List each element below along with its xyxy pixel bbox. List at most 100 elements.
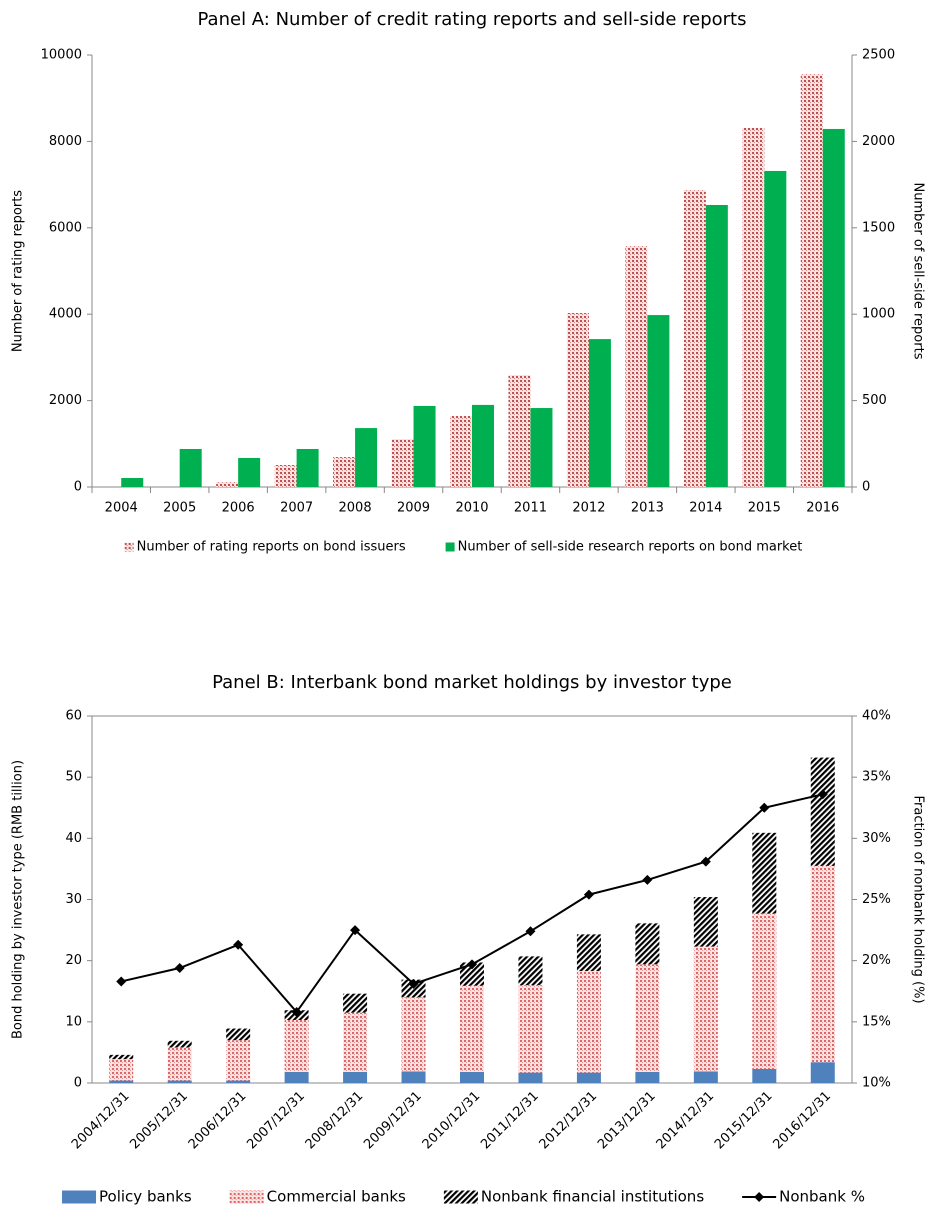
x-tick-label: 2015/12/31 [712,1089,776,1153]
legend-swatch [445,542,455,552]
bar [216,481,239,487]
bar-segment [693,946,718,1072]
point [583,889,594,900]
y-tick-label: 20 [65,953,82,968]
bar [566,312,589,487]
x-tick-label: 2006/12/31 [186,1089,250,1153]
y2-tick-label: 30% [862,831,891,846]
bar-segment [810,757,835,866]
x-tick-label: 2012/12/31 [537,1089,601,1153]
y-tick-label: 10000 [41,48,82,63]
legend-label: Policy banks [99,1188,192,1206]
point [700,856,711,867]
y2-tick-label: 500 [862,393,887,408]
bar [413,405,436,487]
bar-segment [635,964,660,1072]
y-tick-label: 8000 [49,134,82,149]
point [525,926,536,937]
y-tick-label: 10 [65,1014,82,1029]
x-tick-label: 2008 [339,501,372,516]
bar-segment [576,934,601,972]
bar-segment [343,1012,368,1072]
bar-segment [167,1047,192,1081]
x-tick-label: 2011 [514,501,547,516]
bar-segment [693,1071,718,1083]
x-tick-label: 2013 [631,501,664,516]
legend-item: Number of rating reports on bond issuers [124,540,406,555]
legend-item: Nonbank financial institutions [443,1188,704,1206]
point [174,963,185,974]
y-tick-label: 0 [74,1076,82,1091]
point [291,1007,302,1018]
y2-tick-label: 15% [862,1014,891,1029]
bar [121,478,144,487]
x-tick-label: 2010/12/31 [420,1089,484,1153]
chart-title: Panel A: Number of credit rating reports… [198,9,747,30]
legend-item: Policy banks [62,1188,192,1206]
y2-axis-label: Fraction of nonbank holding (%) [911,795,926,1003]
x-tick-label: 2009/12/31 [361,1089,425,1153]
bar [355,428,378,487]
x-tick-label: 2014/12/31 [654,1089,718,1153]
legend-swatch [62,1190,97,1204]
x-tick-label: 2016 [806,501,839,516]
legend-swatch [124,542,134,552]
bar-segment [752,832,777,914]
bar [822,128,845,487]
bar [647,315,670,487]
bar [333,457,356,487]
legend-swatch [229,1190,264,1204]
bar-segment [460,962,484,986]
bar [296,448,319,487]
y2-tick-label: 2000 [862,134,895,149]
legend-item: Number of sell-side research reports on … [445,540,802,555]
chart-title: Panel B: Interbank bond market holdings … [212,672,732,693]
bar-segment [109,1054,134,1060]
bar-segment [810,1062,835,1083]
bar-segment [518,1072,543,1083]
bar-segment [401,997,426,1072]
bar [472,404,494,487]
point [467,959,477,970]
y2-tick-label: 35% [862,770,891,785]
point [350,925,361,936]
x-tick-label: 2004/12/31 [69,1089,133,1153]
bar-segment [752,913,777,1069]
bar-segment [167,1040,192,1048]
x-tick-label: 2011/12/31 [478,1089,542,1153]
bar-segment [460,985,484,1072]
legend-marker [754,1192,765,1202]
bar-segment [284,1071,309,1083]
bar [530,408,553,487]
y-tick-label: 50 [65,770,82,785]
bar [508,374,531,487]
point [759,802,770,813]
y-tick-label: 30 [65,892,82,907]
bar [800,74,823,488]
bar [764,170,787,488]
bar [179,448,202,487]
point [408,978,419,989]
point [116,976,127,987]
bar [588,339,611,487]
legend-label: Number of rating reports on bond issuers [137,540,406,555]
y2-tick-label: 25% [862,892,891,907]
y2-tick-label: 1000 [862,307,895,322]
y2-axis-label: Number of sell-side reports [911,183,926,360]
y-tick-label: 0 [74,480,82,495]
y-tick-label: 6000 [49,220,82,235]
bar-segment [226,1080,251,1083]
bar-segment [752,1068,777,1083]
y2-tick-label: 0 [862,480,870,495]
legend-label: Commercial banks [267,1188,406,1206]
bar-segment [518,956,543,986]
x-tick-label: 2012 [572,501,605,516]
bar-segment [343,993,368,1013]
bar-segment [109,1059,134,1081]
legend-label: Nonbank financial institutions [481,1188,704,1206]
bar-segment [401,1071,426,1083]
bar-segment [226,1028,251,1041]
y2-tick-label: 10% [862,1076,891,1091]
point [233,939,244,950]
bar [274,465,297,487]
